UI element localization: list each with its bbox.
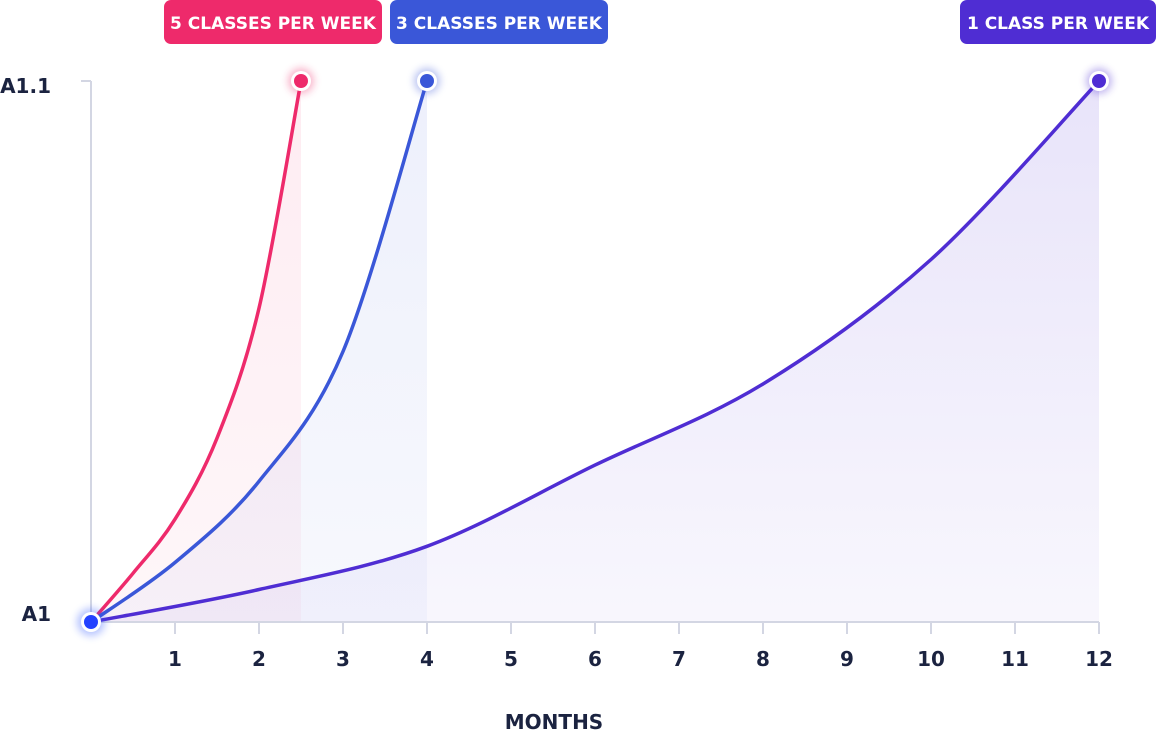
x-axis-ticks: 1 2 3 4 5 6 7 8 9 10 11 12 [168, 622, 1113, 671]
series-badge: 5 CLASSES PER WEEK [164, 0, 382, 44]
series-line [89, 79, 429, 624]
x-tick-label: 11 [1001, 647, 1029, 671]
series-line [89, 79, 1101, 624]
area-fills [91, 81, 1099, 622]
x-tick-label: 8 [756, 647, 770, 671]
series-lines [89, 79, 1101, 624]
series-endpoint [420, 74, 434, 88]
x-tick-label: 6 [588, 647, 602, 671]
y-tick-label-bottom: A1 [22, 602, 51, 626]
series-name-label: 3 CLASSES PER WEEK [396, 14, 603, 34]
badge-background [960, 0, 1156, 44]
y-tick-label-top: A1.1 [0, 74, 51, 98]
x-tick-label: 10 [917, 647, 945, 671]
series-badge: 1 CLASS PER WEEK [960, 0, 1156, 44]
badge-background [390, 0, 608, 44]
series-endpoint [294, 74, 308, 88]
badge-background [164, 0, 382, 44]
start-point [84, 615, 98, 629]
x-axis-title: MONTHS [505, 710, 603, 734]
series-area-fill [91, 81, 1099, 622]
x-tick-label: 12 [1085, 647, 1113, 671]
x-tick-label: 4 [420, 647, 434, 671]
series-badge: 3 CLASSES PER WEEK [390, 0, 608, 44]
series-name-label: 5 CLASSES PER WEEK [170, 14, 377, 34]
series-line [89, 79, 303, 624]
series-endpoints [77, 68, 1112, 636]
x-tick-label: 3 [336, 647, 350, 671]
x-tick-label: 5 [504, 647, 518, 671]
x-tick-label: 1 [168, 647, 182, 671]
x-tick-label: 2 [252, 647, 266, 671]
x-tick-label: 7 [672, 647, 686, 671]
series-area-fill [91, 81, 427, 622]
series-area-fill [91, 81, 301, 622]
series-name-label: 1 CLASS PER WEEK [967, 14, 1150, 34]
series-endpoint [1092, 74, 1106, 88]
x-tick-label: 9 [840, 647, 854, 671]
series-legend-badges: 5 CLASSES PER WEEK 3 CLASSES PER WEEK 1 CL… [164, 0, 1156, 44]
